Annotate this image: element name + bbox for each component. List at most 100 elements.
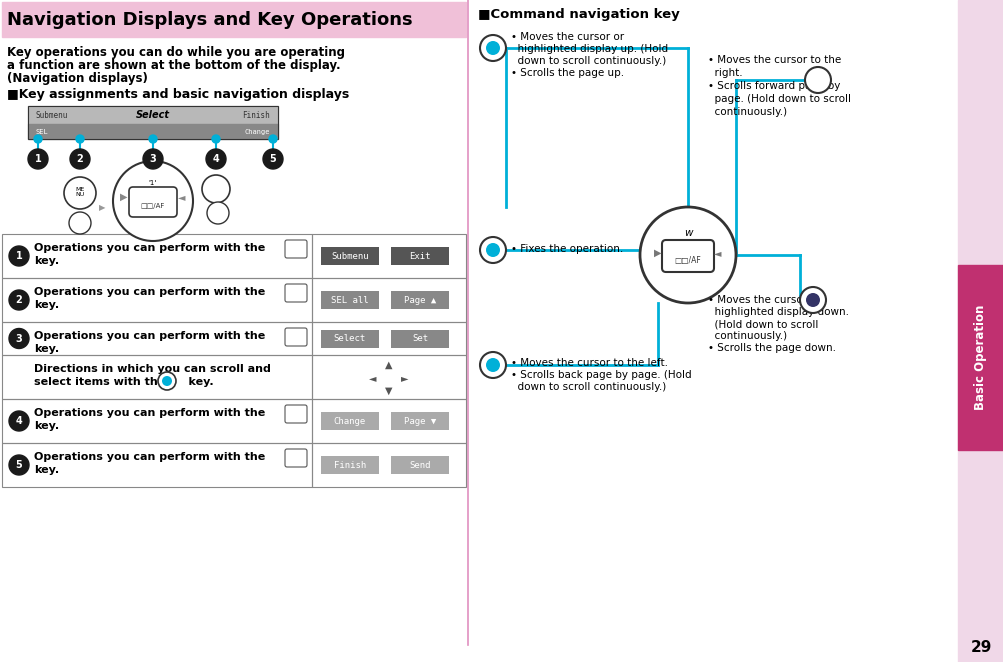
Text: • Moves the cursor to the left.: • Moves the cursor to the left.	[511, 358, 667, 368]
FancyBboxPatch shape	[321, 412, 378, 430]
Circle shape	[799, 287, 825, 313]
Text: 4: 4	[16, 416, 22, 426]
Circle shape	[485, 41, 499, 55]
Circle shape	[69, 212, 91, 234]
Circle shape	[206, 149, 226, 169]
Circle shape	[479, 237, 506, 263]
Bar	[312, 443, 465, 487]
Text: Exit: Exit	[409, 252, 430, 261]
Text: key.: key.	[34, 465, 59, 475]
Text: ▶: ▶	[98, 203, 105, 213]
Text: Submenu: Submenu	[331, 252, 368, 261]
Text: □□/AF: □□/AF	[140, 203, 165, 209]
Text: • Moves the cursor or: • Moves the cursor or	[707, 295, 820, 305]
FancyBboxPatch shape	[285, 449, 307, 467]
Bar	[957, 265, 1003, 450]
Text: • Scrolls the page down.: • Scrolls the page down.	[707, 343, 835, 353]
Text: ▲: ▲	[385, 360, 392, 370]
Text: Change: Change	[334, 416, 366, 426]
FancyBboxPatch shape	[321, 456, 378, 474]
Text: Change: Change	[245, 128, 270, 134]
Text: Operations you can perform with the: Operations you can perform with the	[34, 452, 265, 462]
Circle shape	[9, 411, 29, 431]
Text: SEL: SEL	[36, 128, 49, 134]
Text: '1': '1'	[148, 180, 156, 186]
FancyBboxPatch shape	[285, 405, 307, 423]
FancyBboxPatch shape	[390, 456, 448, 474]
Bar	[312, 278, 465, 322]
Text: Operations you can perform with the: Operations you can perform with the	[34, 243, 265, 253]
Circle shape	[804, 67, 830, 93]
FancyBboxPatch shape	[390, 330, 448, 348]
Text: Navigation Displays and Key Operations: Navigation Displays and Key Operations	[7, 11, 412, 28]
Text: page. (Hold down to scroll: page. (Hold down to scroll	[707, 94, 851, 104]
Circle shape	[805, 293, 819, 307]
Circle shape	[161, 376, 172, 386]
Circle shape	[479, 35, 506, 61]
FancyBboxPatch shape	[128, 187, 177, 217]
Circle shape	[113, 161, 193, 241]
Text: Operations you can perform with the: Operations you can perform with the	[34, 408, 265, 418]
Text: Operations you can perform with the: Operations you can perform with the	[34, 331, 265, 341]
Text: 5: 5	[16, 460, 22, 470]
Bar	[28, 106, 278, 124]
Text: • Scrolls back page by page. (Hold: • Scrolls back page by page. (Hold	[511, 370, 691, 380]
Bar	[2, 355, 312, 399]
FancyBboxPatch shape	[285, 284, 307, 302]
Text: highlighted display down.: highlighted display down.	[707, 307, 849, 317]
Text: Finish: Finish	[334, 461, 366, 469]
Circle shape	[76, 135, 84, 143]
Bar	[2, 322, 312, 355]
Bar	[312, 355, 465, 399]
Circle shape	[142, 149, 162, 169]
Circle shape	[9, 246, 29, 266]
Text: ►: ►	[401, 373, 408, 383]
Text: Directions in which you can scroll and: Directions in which you can scroll and	[34, 364, 271, 374]
Circle shape	[202, 175, 230, 203]
Text: a function are shown at the bottom of the display.: a function are shown at the bottom of th…	[7, 59, 340, 72]
Text: Submenu: Submenu	[36, 111, 68, 120]
Circle shape	[639, 207, 735, 303]
Text: • Moves the cursor to the: • Moves the cursor to the	[707, 55, 841, 65]
Circle shape	[70, 149, 90, 169]
Text: Operations you can perform with the: Operations you can perform with the	[34, 287, 265, 297]
Text: Select: Select	[135, 110, 170, 120]
Text: • Fixes the operation.: • Fixes the operation.	[511, 244, 623, 254]
Bar	[2, 2, 465, 37]
Text: ■Command navigation key: ■Command navigation key	[477, 8, 679, 21]
Circle shape	[269, 135, 277, 143]
Text: Select: Select	[334, 334, 366, 343]
Text: Set: Set	[411, 334, 427, 343]
Circle shape	[485, 358, 499, 372]
Text: ME
NU: ME NU	[75, 187, 84, 197]
Text: 5: 5	[270, 154, 276, 164]
Text: key.: key.	[34, 300, 59, 310]
Bar	[312, 399, 465, 443]
Text: Page ▼: Page ▼	[403, 416, 435, 426]
Circle shape	[9, 455, 29, 475]
Text: 1: 1	[34, 154, 41, 164]
FancyBboxPatch shape	[390, 412, 448, 430]
Text: SEL all: SEL all	[331, 295, 368, 305]
Text: select items with the      key.: select items with the key.	[34, 377, 214, 387]
Circle shape	[64, 177, 96, 209]
FancyBboxPatch shape	[321, 247, 378, 265]
FancyBboxPatch shape	[285, 240, 307, 258]
Circle shape	[9, 328, 29, 348]
Text: 29: 29	[969, 639, 991, 655]
Text: key.: key.	[34, 256, 59, 266]
Circle shape	[34, 135, 42, 143]
Circle shape	[479, 352, 506, 378]
Bar	[2, 399, 312, 443]
Text: ◄: ◄	[369, 373, 376, 383]
Bar	[312, 234, 465, 278]
Text: Basic Operation: Basic Operation	[974, 305, 987, 410]
Text: 3: 3	[16, 334, 22, 344]
Text: down to scroll continuously.): down to scroll continuously.)	[511, 382, 666, 392]
Text: ▶: ▶	[120, 192, 127, 202]
Circle shape	[212, 135, 220, 143]
Bar	[28, 124, 278, 139]
Circle shape	[9, 290, 29, 310]
Text: Page ▲: Page ▲	[403, 295, 435, 305]
Text: 3: 3	[149, 154, 156, 164]
